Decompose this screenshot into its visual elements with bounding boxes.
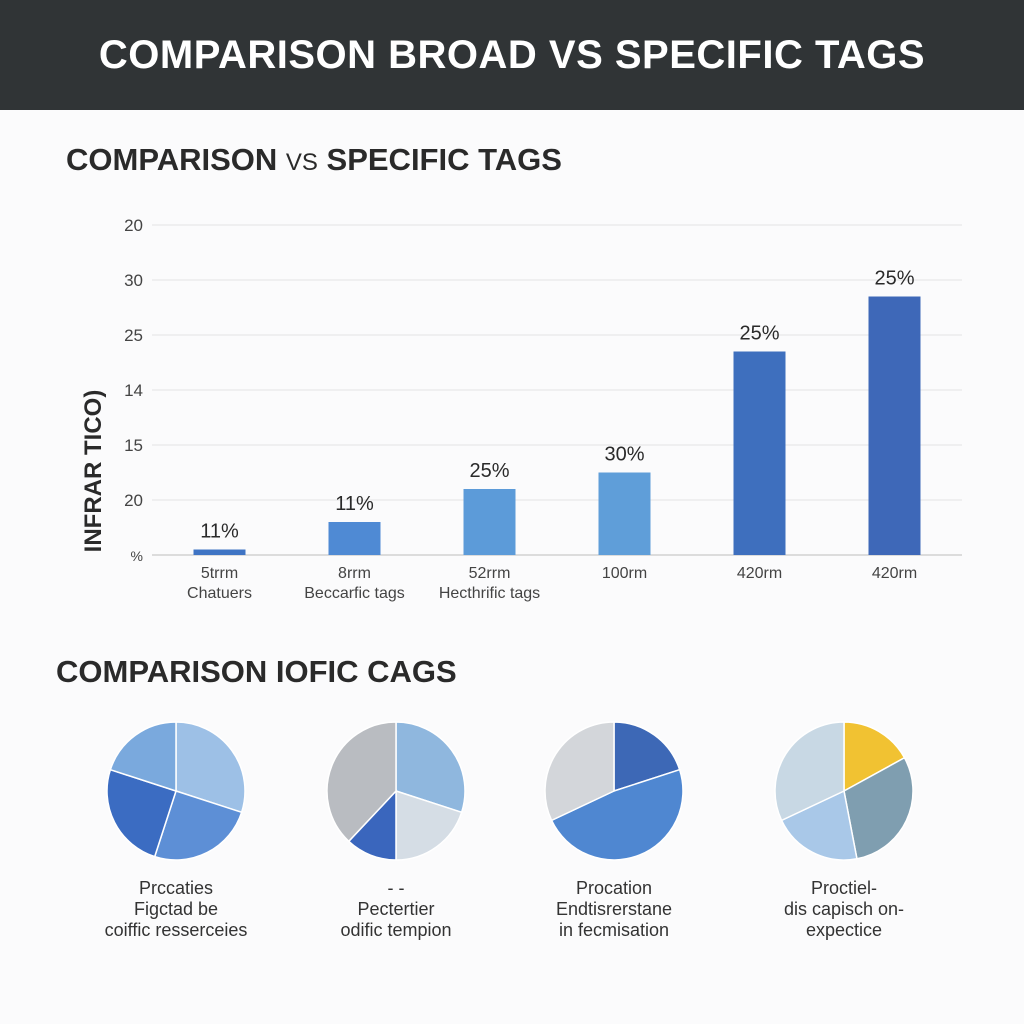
pie-slice	[395, 789, 463, 861]
pie-slice	[774, 721, 845, 822]
x-tick-sublabel: Beccarfic tags	[304, 585, 404, 602]
header-banner: COMPARISON BROAD VS SPECIFIC TAGS	[0, 0, 1024, 110]
pie-chart-1: Prccaties Figctad be coiffic resserceies	[66, 720, 286, 941]
pie-chart-2-caption: - - Pectertier odific tempion	[286, 878, 506, 941]
pie-slice	[544, 721, 615, 822]
bar-data-label: 11%	[335, 493, 374, 515]
pie-slice	[326, 721, 397, 843]
y-tick-label: 30	[124, 271, 143, 290]
pie-chart-2: - - Pectertier odific tempion	[286, 720, 506, 941]
pie-caption-line: - -	[387, 878, 405, 898]
pie-chart-4-caption: Proctiel- dis capisch on- expectice	[734, 878, 954, 941]
bar-data-label: 30%	[604, 444, 644, 466]
bar-data-label: 11%	[200, 521, 239, 543]
pie-slice	[153, 790, 243, 861]
x-tick-label: 5trrm	[201, 565, 238, 582]
y-tick-label: 14	[124, 381, 143, 400]
x-tick-label: 420rm	[872, 565, 917, 582]
pie-caption-line: dis capisch on-	[783, 899, 905, 919]
y-tick-label: %	[131, 548, 143, 564]
pie-caption-line: Figctad be	[133, 899, 219, 919]
pie-chart-1-graphic	[106, 721, 246, 861]
y-tick-label: 25	[124, 326, 143, 345]
pie-slice	[613, 721, 681, 793]
x-tick-label: 52rrm	[469, 565, 511, 582]
bar	[868, 296, 921, 555]
pie-chart-4-graphic	[774, 721, 914, 861]
pie-chart-3-caption: Procation Endtisrerstane in fecmisation	[504, 878, 724, 941]
pie-caption-line: Endtisrerstane	[555, 899, 673, 919]
pie-slice	[175, 721, 246, 814]
bar	[193, 549, 246, 555]
bar	[463, 489, 516, 555]
x-tick-label: 420rm	[737, 565, 782, 582]
bar-data-label: 25%	[874, 268, 914, 290]
x-tick-sublabel: Hecthrific tags	[439, 585, 540, 602]
x-tick-label: 8rrm	[338, 565, 371, 582]
pie-caption-line: expectice	[805, 920, 883, 940]
y-tick-label: 15	[124, 436, 143, 455]
x-tick-label: 100rm	[602, 565, 647, 582]
bar	[733, 351, 786, 555]
pie-chart-2-graphic	[326, 721, 466, 861]
pie-slice	[843, 721, 906, 793]
pie-slice	[843, 756, 914, 860]
bar-data-label: 25%	[739, 323, 779, 345]
pie-chart-4: Proctiel- dis capisch on- expectice	[734, 720, 954, 941]
y-tick-label: 20	[124, 216, 143, 235]
pie-chart-3-graphic	[544, 721, 684, 861]
page-title: COMPARISON BROAD VS SPECIFIC TAGS	[98, 32, 926, 77]
pie-caption-line: Pectertier	[357, 899, 435, 919]
bar-chart: 20 30 25 14 15 20% INFRAR TICO) 11% 5trrm Chatuer…	[80, 216, 962, 602]
bar	[328, 522, 381, 555]
bar	[598, 472, 651, 555]
pie-slice	[395, 721, 466, 814]
pie-slice	[109, 721, 177, 793]
pie-chart-3: Procation Endtisrerstane in fecmisation	[504, 720, 724, 941]
pie-chart-1-caption: Prccaties Figctad be coiffic resserceies	[66, 878, 286, 941]
y-tick-label: 20	[124, 491, 143, 510]
bar-section-title-part1: COMPARISON	[66, 142, 278, 177]
x-tick-sublabel: Chatuers	[187, 585, 252, 602]
pie-slice	[780, 789, 858, 861]
pie-caption-line: in fecmisation	[558, 920, 670, 940]
pie-caption-line: Procation	[575, 878, 653, 898]
pie-caption-line: Proctiel-	[810, 878, 877, 898]
pie-caption-line: odific tempion	[340, 920, 452, 940]
pie-slice	[106, 768, 177, 858]
bar-section-title-part2: SPECIFIC TAGS	[326, 142, 562, 177]
bar-data-label: 25%	[469, 460, 509, 482]
y-axis-label: INFRAR TICO)	[80, 390, 107, 553]
pie-slice	[550, 768, 684, 861]
pie-caption-line: coiffic resserceies	[104, 920, 248, 940]
bar-section-title-vs: VS	[285, 149, 318, 176]
pie-section-title: COMPARISON IOFIC CAGS	[56, 654, 457, 689]
bar-section-title: COMPARISON VS SPECIFIC TAGS	[66, 142, 562, 178]
pie-caption-line: Prccaties	[138, 878, 214, 898]
